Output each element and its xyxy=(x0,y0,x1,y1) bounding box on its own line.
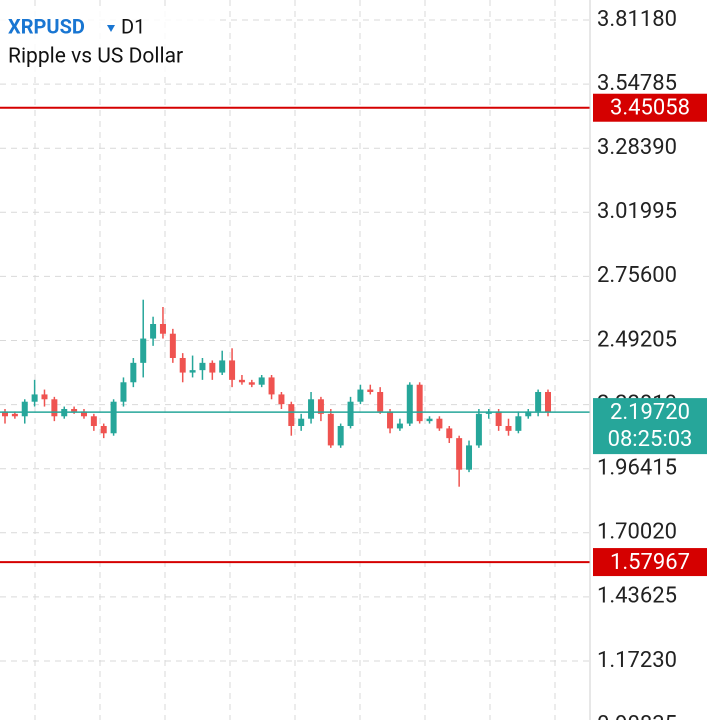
candle-body xyxy=(120,382,127,402)
candle-body xyxy=(317,399,324,414)
candle-body xyxy=(189,370,196,373)
candle-body xyxy=(505,425,512,431)
candle-body xyxy=(416,384,423,422)
candle-body xyxy=(258,377,265,385)
candle-body xyxy=(51,399,58,417)
candle-body xyxy=(475,413,482,446)
candle-body xyxy=(179,357,186,373)
bar-countdown: 08:25:03 xyxy=(608,427,693,452)
candle-body xyxy=(387,411,394,429)
candle-body xyxy=(169,333,176,358)
symbol: XRPUSD xyxy=(8,14,85,38)
y-tick-label: 1.43625 xyxy=(597,584,677,609)
header-backdrop xyxy=(0,8,215,73)
price-axis: 3.81180 3.54785 3.28390 3.01995 2.75600 2.492… xyxy=(597,7,677,720)
chart-title: Ripple vs US Dollar xyxy=(8,45,183,69)
candle-body xyxy=(535,391,542,412)
candle-body xyxy=(150,323,157,339)
candle-body xyxy=(495,411,502,426)
current-price-label: 2.19720 xyxy=(610,400,690,425)
candle-body xyxy=(41,394,48,400)
candle-body xyxy=(110,401,117,434)
candle-body xyxy=(11,413,18,417)
candle-body xyxy=(525,411,532,417)
y-tick-label: 2.75600 xyxy=(597,263,677,288)
level-label-box xyxy=(593,93,707,122)
candle-body xyxy=(367,389,374,392)
level-label-box xyxy=(593,548,707,577)
candle-body xyxy=(21,401,28,417)
y-tick-label: 1.96415 xyxy=(597,456,677,481)
candle-body xyxy=(140,338,147,363)
y-tick-label: 1.17230 xyxy=(597,648,677,673)
candle-body xyxy=(80,411,87,417)
candle-body xyxy=(219,360,226,373)
symbol-dropdown-icon[interactable] xyxy=(107,25,115,32)
y-tick-label: 3.01995 xyxy=(597,199,677,224)
candle-body xyxy=(2,411,8,417)
candle-body xyxy=(466,445,473,470)
level-label: 1.57967 xyxy=(610,550,690,575)
candle-body xyxy=(327,413,334,446)
candle-body xyxy=(238,379,245,383)
candle-body xyxy=(298,418,305,426)
candle-body xyxy=(337,425,344,446)
candle-body xyxy=(396,423,403,429)
y-tick-label: 3.28390 xyxy=(597,135,677,160)
grid xyxy=(0,0,590,720)
candle-body xyxy=(199,362,206,371)
candle-body xyxy=(31,394,38,402)
timeframe: D1 xyxy=(121,14,145,38)
candle-body xyxy=(456,438,463,470)
candle-body xyxy=(406,384,413,424)
candle-body xyxy=(71,408,78,412)
candle-body xyxy=(268,377,275,395)
candle-body xyxy=(130,362,137,383)
level-label: 3.45058 xyxy=(610,96,690,121)
candle-body xyxy=(545,391,551,413)
candle-body xyxy=(357,389,364,402)
y-tick-label: 3.54785 xyxy=(597,71,677,96)
candle-body xyxy=(248,382,255,385)
y-tick-label: 0.90835 xyxy=(597,712,677,720)
y-tick-label: 2.49205 xyxy=(597,327,677,352)
candle-body xyxy=(515,416,522,431)
candle-body xyxy=(209,362,216,373)
candle-body xyxy=(426,418,433,422)
candle-body xyxy=(377,391,384,412)
current-price-box xyxy=(593,398,707,455)
candle-body xyxy=(278,394,285,405)
y-tick-label: 1.70020 xyxy=(597,520,677,545)
header: XRPUSD D1 Ripple vs US Dollar xyxy=(0,8,215,73)
candle-body xyxy=(229,360,236,380)
candle-body xyxy=(100,425,107,434)
candle-body xyxy=(308,399,315,419)
plot xyxy=(0,106,590,564)
candle-body xyxy=(347,401,354,426)
candle-body xyxy=(446,428,453,439)
candle-body xyxy=(288,404,295,426)
candle-body xyxy=(90,416,97,426)
candle-body xyxy=(159,323,166,334)
y-tick-label: 3.81180 xyxy=(597,7,677,32)
candle-body xyxy=(436,418,443,429)
